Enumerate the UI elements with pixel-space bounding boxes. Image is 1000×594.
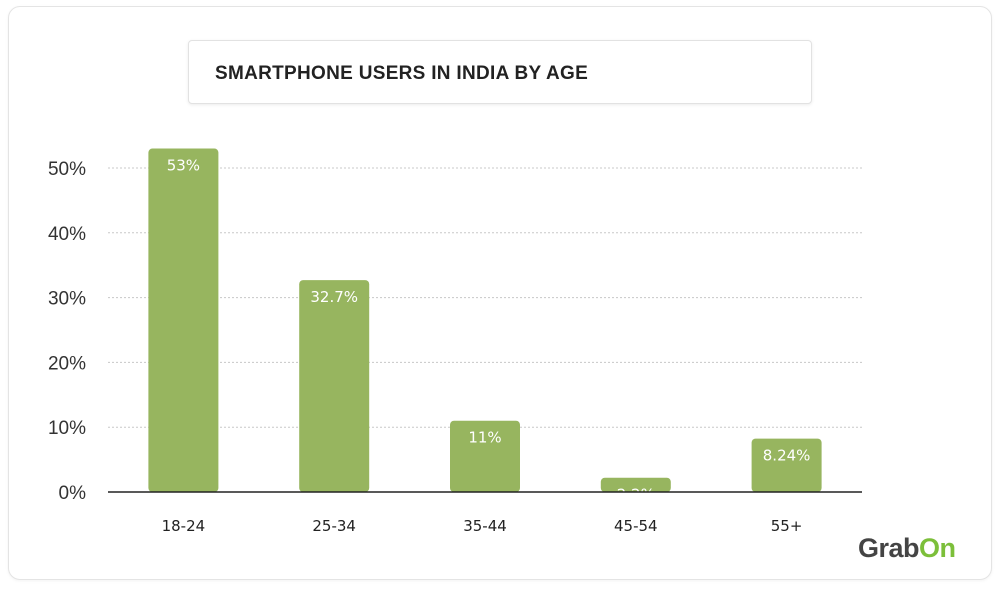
chart-title: SMARTPHONE USERS IN INDIA BY AGE — [215, 63, 589, 84]
data-label: 11% — [468, 429, 501, 447]
data-label: 53% — [167, 157, 200, 175]
y-tick-label: 0% — [59, 483, 87, 504]
x-tick-label: 35-44 — [463, 517, 507, 535]
y-tick-label: 40% — [48, 224, 86, 245]
data-label: 8.24% — [763, 447, 811, 465]
bar — [450, 420, 520, 492]
bar — [600, 477, 671, 492]
x-tick-label: 55+ — [771, 517, 803, 535]
data-label: 32.7% — [310, 288, 358, 306]
bar — [751, 438, 822, 492]
bar — [148, 148, 219, 492]
bar — [299, 280, 370, 492]
y-tick-label: 30% — [48, 289, 86, 310]
data-label: 2.2% — [617, 486, 655, 504]
x-tick-label: 25-34 — [312, 517, 356, 535]
grabon-logo: GrabOn — [858, 533, 956, 563]
y-tick-label: 50% — [48, 159, 86, 180]
chart-title-box: SMARTPHONE USERS IN INDIA BY AGE — [188, 40, 812, 104]
y-tick-label: 20% — [48, 353, 86, 374]
y-tick-label: 10% — [48, 418, 86, 439]
x-tick-label: 45-54 — [614, 517, 658, 535]
x-tick-label: 18-24 — [162, 517, 206, 535]
